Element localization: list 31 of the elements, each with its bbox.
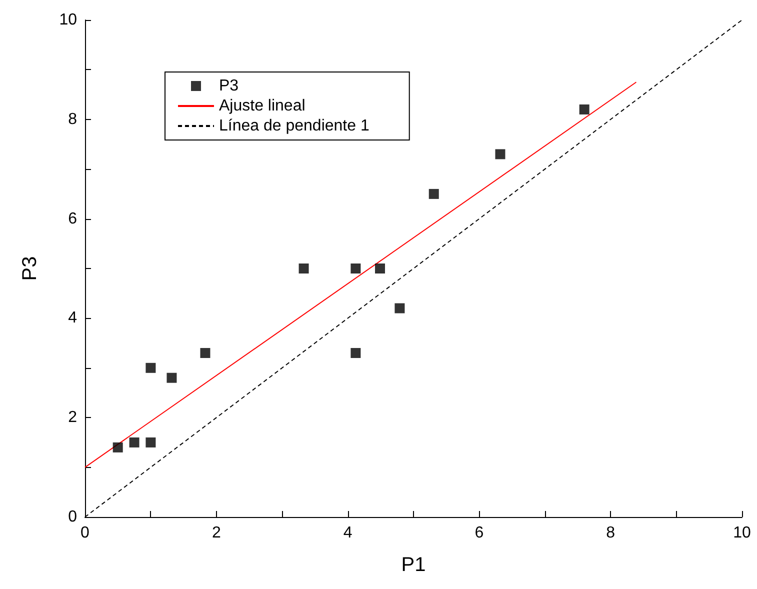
point [350,348,361,358]
point [350,264,361,274]
point [495,149,506,160]
x-tick-label: 8 [606,524,616,542]
x-tick-label: 0 [80,524,90,542]
legend-label: Ajuste lineal [219,98,306,114]
point [146,437,156,448]
legend-label: Línea de pendiente 1 [219,118,370,134]
y-tick-label: 4 [68,310,78,327]
x-axis-title: P1 [401,554,426,576]
y-tick-label: 2 [68,409,78,426]
y-axis-title: P3 [19,256,41,281]
point [146,362,156,373]
x-tick-label: 6 [474,524,484,542]
y-tick-label: 8 [68,110,78,128]
point [129,437,140,448]
point [394,303,405,314]
point [428,188,439,199]
x-tick-label: 4 [343,524,352,542]
point [166,372,177,383]
point [298,264,309,274]
legend-label: P3 [219,78,239,94]
point [200,348,210,358]
y-tick-label: 10 [59,12,78,28]
y-tick-label: 6 [68,210,78,228]
point [112,442,123,452]
y-tick-label: 0 [68,508,78,526]
x-tick-label: 10 [733,524,751,542]
point [374,264,385,274]
point [579,104,590,114]
x-tick-label: 2 [212,524,221,542]
